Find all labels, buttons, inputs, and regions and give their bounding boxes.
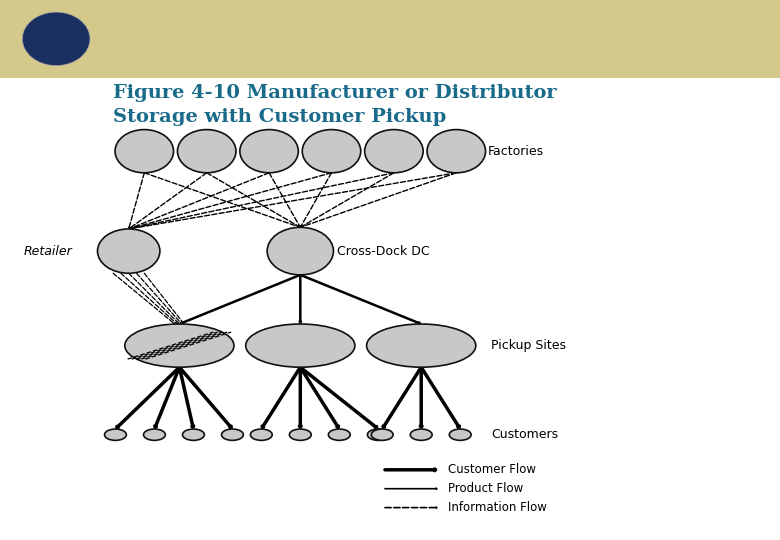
- Ellipse shape: [115, 130, 173, 173]
- Ellipse shape: [364, 130, 424, 173]
- Text: Retailer: Retailer: [24, 245, 73, 258]
- Ellipse shape: [125, 324, 234, 367]
- Text: Information Flow: Information Flow: [448, 501, 548, 514]
- Ellipse shape: [367, 429, 389, 441]
- Text: Pickup Sites: Pickup Sites: [491, 339, 566, 352]
- Ellipse shape: [246, 324, 355, 367]
- Ellipse shape: [23, 12, 90, 66]
- Text: Cross-Dock DC: Cross-Dock DC: [337, 245, 430, 258]
- Ellipse shape: [449, 429, 471, 441]
- Ellipse shape: [371, 429, 393, 441]
- Ellipse shape: [239, 130, 298, 173]
- Bar: [0, 0, 780, 78]
- Ellipse shape: [303, 130, 360, 173]
- Text: Figure 4-10 Manufacturer or Distributor: Figure 4-10 Manufacturer or Distributor: [113, 84, 557, 102]
- Text: Product Flow: Product Flow: [448, 482, 523, 495]
- Text: Storage with Customer Pickup: Storage with Customer Pickup: [113, 108, 446, 126]
- Ellipse shape: [427, 130, 485, 173]
- Ellipse shape: [328, 429, 350, 441]
- Ellipse shape: [222, 429, 243, 441]
- Ellipse shape: [98, 229, 160, 273]
- Ellipse shape: [105, 429, 126, 441]
- Ellipse shape: [178, 130, 236, 173]
- Ellipse shape: [367, 324, 476, 367]
- Text: Customer Flow: Customer Flow: [448, 463, 537, 476]
- Text: Customers: Customers: [491, 428, 558, 441]
- Ellipse shape: [144, 429, 165, 441]
- Ellipse shape: [267, 227, 334, 275]
- Ellipse shape: [289, 429, 311, 441]
- Ellipse shape: [410, 429, 432, 441]
- Text: Factories: Factories: [488, 145, 544, 158]
- Ellipse shape: [250, 429, 272, 441]
- Ellipse shape: [183, 429, 204, 441]
